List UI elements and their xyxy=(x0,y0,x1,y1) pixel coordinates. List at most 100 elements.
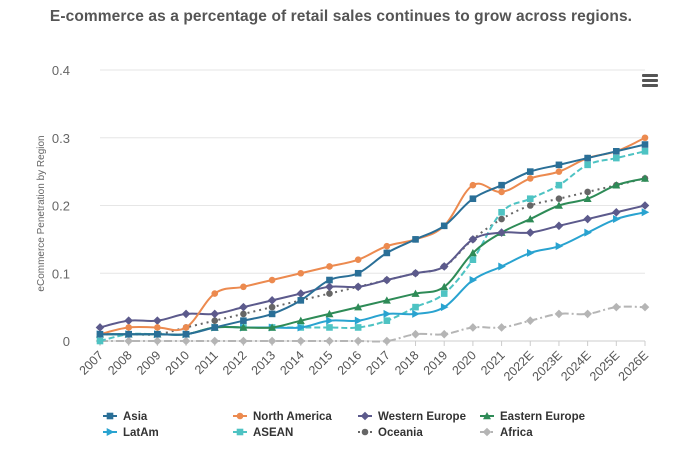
data-point xyxy=(469,256,477,263)
data-point xyxy=(526,175,534,182)
legend-label: Eastern Europe xyxy=(500,411,585,423)
x-tick-label: 2012 xyxy=(220,348,250,378)
data-point xyxy=(613,154,620,162)
data-point xyxy=(267,336,277,346)
data-point xyxy=(382,275,392,285)
legend-item-africa[interactable]: Africa xyxy=(480,427,533,439)
data-point xyxy=(583,194,592,203)
legend-item-asean[interactable]: ASEAN xyxy=(233,427,293,439)
x-tick-label: 2007 xyxy=(77,348,107,378)
data-point xyxy=(498,262,506,271)
data-point xyxy=(383,317,391,324)
data-point xyxy=(555,161,563,169)
series-line-oceania xyxy=(99,177,646,336)
legend-marker xyxy=(482,427,492,437)
data-point xyxy=(210,309,220,319)
legend-item-north-america[interactable]: North America xyxy=(233,411,332,423)
data-point xyxy=(468,323,478,332)
data-point xyxy=(268,303,276,311)
data-point xyxy=(498,208,505,216)
data-point xyxy=(641,134,649,142)
data-point xyxy=(412,236,419,243)
chart-title: E-commerce as a percentage of retail sal… xyxy=(49,8,633,25)
data-point xyxy=(583,309,592,319)
data-point xyxy=(584,228,592,237)
legend-label: LatAm xyxy=(123,427,159,439)
legend-marker xyxy=(106,412,114,420)
x-tick-label: 2020 xyxy=(449,348,479,378)
data-point xyxy=(354,324,362,331)
data-point xyxy=(641,208,650,217)
data-point xyxy=(354,303,363,311)
data-point xyxy=(325,282,334,292)
data-point xyxy=(297,297,305,304)
data-point xyxy=(153,336,162,346)
legend-label: Asia xyxy=(123,411,148,423)
y-tick-label: 0.3 xyxy=(52,131,70,146)
data-point xyxy=(125,324,132,331)
data-point xyxy=(641,148,649,155)
data-point xyxy=(125,330,132,338)
data-point xyxy=(554,201,563,209)
data-point xyxy=(181,309,191,319)
legend-item-oceania[interactable]: Oceania xyxy=(358,427,423,439)
data-point xyxy=(554,309,564,319)
x-tick-label: 2019 xyxy=(421,348,451,378)
legend-label: North America xyxy=(253,411,332,423)
data-point xyxy=(96,330,104,338)
data-point xyxy=(412,309,420,318)
data-point xyxy=(268,276,276,284)
x-tick-label: 2014 xyxy=(277,348,307,378)
legend-item-asia[interactable]: Asia xyxy=(103,411,148,423)
data-point xyxy=(411,268,420,278)
series-north-america xyxy=(96,134,649,338)
legend-label: Western Europe xyxy=(378,411,466,423)
legend-item-eastern-europe[interactable]: Eastern Europe xyxy=(480,411,585,423)
legend-marker xyxy=(236,412,244,420)
data-point xyxy=(498,181,505,189)
legend-item-latam[interactable]: LatAm xyxy=(103,427,159,439)
data-point xyxy=(297,269,305,277)
data-point xyxy=(382,296,391,304)
series-line-western-europe xyxy=(99,204,646,329)
data-point xyxy=(211,317,219,324)
data-point xyxy=(497,228,506,237)
data-point xyxy=(640,302,650,312)
data-point xyxy=(354,316,363,325)
data-point xyxy=(211,324,219,331)
legend-marker xyxy=(236,428,244,436)
data-point xyxy=(239,323,248,331)
series-line-asean xyxy=(99,150,646,342)
data-point xyxy=(439,262,449,271)
data-point xyxy=(296,336,306,346)
data-point xyxy=(268,323,277,331)
hamburger-menu-icon[interactable] xyxy=(641,73,659,89)
data-point xyxy=(584,188,591,196)
data-point xyxy=(211,290,219,297)
data-point xyxy=(326,316,334,325)
data-point xyxy=(326,290,333,297)
x-tick-label: 2015 xyxy=(306,348,336,378)
data-point xyxy=(354,269,362,277)
data-point xyxy=(297,323,306,332)
data-point xyxy=(641,174,649,182)
data-point xyxy=(526,202,534,209)
data-point xyxy=(526,248,535,257)
data-point xyxy=(613,215,621,224)
data-point xyxy=(469,181,477,189)
data-point xyxy=(383,242,391,250)
data-point xyxy=(554,221,564,231)
data-point xyxy=(182,324,190,331)
data-point xyxy=(325,336,334,346)
y-tick-label: 0.1 xyxy=(52,266,70,281)
y-tick-label: 0.4 xyxy=(52,63,70,78)
data-point xyxy=(612,207,621,217)
data-point xyxy=(296,316,305,324)
data-point xyxy=(641,141,649,148)
data-point xyxy=(584,154,591,162)
legend-item-western-europe[interactable]: Western Europe xyxy=(358,411,466,423)
data-point xyxy=(612,181,621,189)
data-point xyxy=(640,201,650,210)
data-point xyxy=(613,148,620,155)
data-point xyxy=(240,283,247,291)
